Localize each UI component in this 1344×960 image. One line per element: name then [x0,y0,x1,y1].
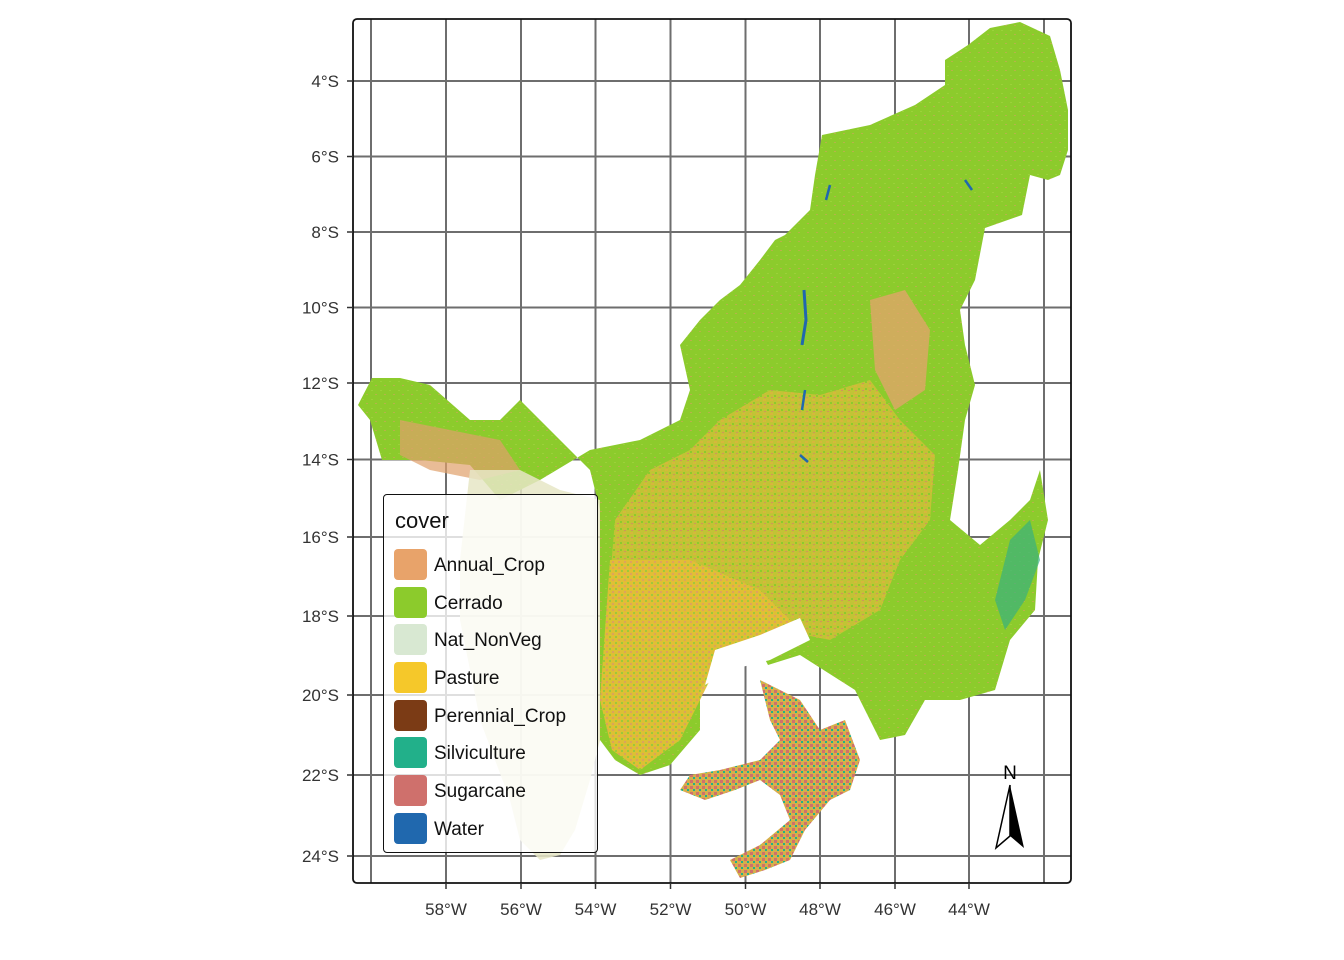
river-araguaia [824,179,974,201]
legend-label: Cerrado [434,592,503,614]
legend-item: Perennial_Crop [394,699,567,738]
north-arrow: N [994,763,1024,851]
cerrado-region [358,22,1068,775]
north-arrow-icon-left [994,784,1011,851]
y-tick-label: 16°S [302,528,339,547]
y-tick-label: 24°S [302,847,339,866]
y-tick-label: 4°S [311,72,339,91]
y-tick-label: 8°S [311,223,339,242]
legend-swatch [394,812,427,844]
y-tick-label: 18°S [302,607,339,626]
legend-label: Silviculture [434,743,526,765]
legend-label: Sugarcane [434,781,526,803]
annual-crop-patch [870,290,930,410]
legend-swatch [394,737,427,769]
legend-item: Pasture [394,662,566,700]
river-central [799,389,809,463]
x-tick-marks [445,883,970,889]
legend-item: Annual_Crop [394,549,566,587]
x-tick-labels: 58°W 56°W 54°W 52°W 50°W 48°W 46°W 44°W [425,900,990,919]
x-tick-label: 48°W [799,900,841,919]
river-tocantins [800,289,808,346]
legend-label: Pasture [434,668,500,690]
y-tick-label: 14°S [302,451,339,470]
north-arrow-icon [1010,785,1024,848]
legend-item: Water [394,812,566,851]
annual-crop-west [400,420,520,480]
legend-label: Perennial_Crop [434,705,567,727]
x-tick-label: 52°W [650,900,692,919]
legend-item: Sugarcane [394,775,566,813]
legend: cover Annual_Crop Cerrado Nat_NonVeg Pas… [383,494,598,853]
sugarcane-south [680,680,860,878]
x-tick-label: 58°W [425,900,467,919]
panel-border [352,18,1072,884]
legend-item: Silviculture [394,737,566,775]
y-tick-label: 20°S [302,686,339,705]
north-arrow-label: N [1003,763,1017,784]
x-tick-label: 50°W [725,900,767,919]
legend-label: Nat_NonVeg [434,630,542,652]
legend-swatch [394,549,427,580]
y-tick-label: 6°S [311,148,339,167]
reservoir-gap [705,618,810,685]
legend-swatch [394,624,427,656]
y-tick-marks [347,80,353,857]
y-tick-labels: 4°S 6°S 8°S 10°S 12°S 14°S 16°S 18°S 20°… [302,72,339,866]
x-tick-label: 54°W [575,900,617,919]
legend-items: Annual_Crop Cerrado Nat_NonVeg Pasture P… [394,549,566,851]
legend-swatch [394,699,427,731]
legend-title: cover [395,508,449,533]
legend-swatch [394,775,427,807]
silviculture-east [995,520,1040,630]
legend-label: Annual_Crop [434,555,545,576]
legend-swatch [394,662,427,694]
x-tick-label: 46°W [874,900,916,919]
x-tick-label: 56°W [500,900,542,919]
y-tick-label: 10°S [302,299,339,318]
legend-item: Cerrado [394,586,566,625]
x-tick-label: 44°W [948,900,990,919]
legend-swatch [394,586,427,618]
y-tick-label: 12°S [302,374,339,393]
legend-label: Water [434,818,484,840]
legend-item: Nat_NonVeg [394,624,566,662]
pasture-south [600,560,800,770]
y-tick-label: 22°S [302,766,339,785]
